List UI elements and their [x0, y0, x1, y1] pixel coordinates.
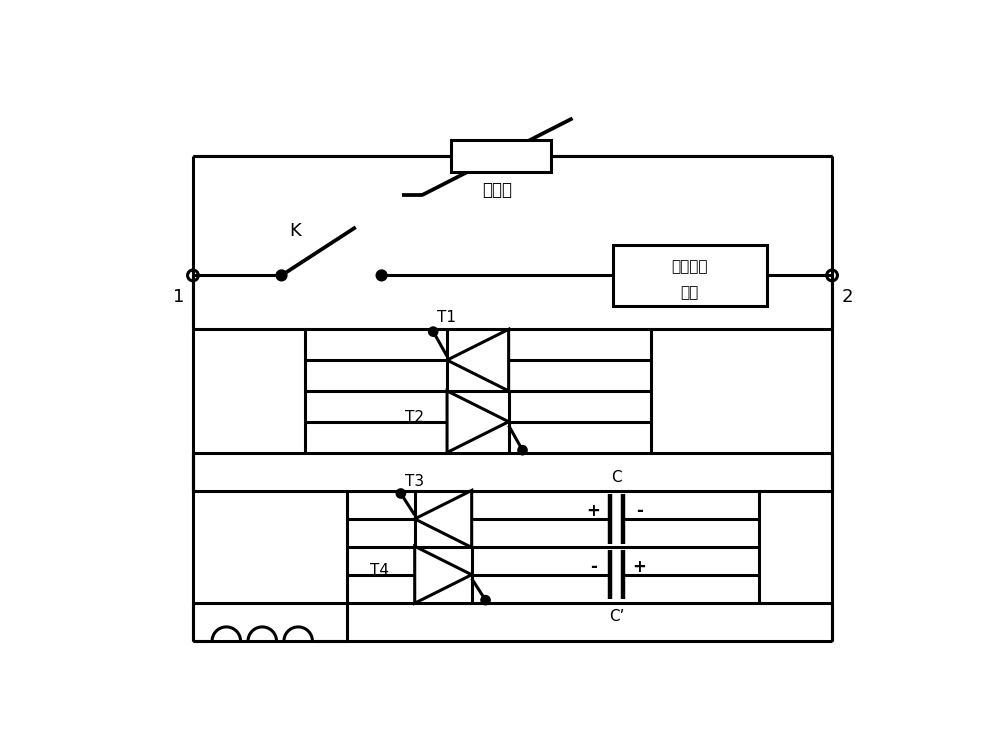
Circle shape — [518, 445, 527, 455]
Text: T4: T4 — [370, 563, 389, 578]
Polygon shape — [447, 329, 509, 391]
Text: T1: T1 — [437, 310, 456, 325]
Circle shape — [481, 596, 490, 605]
Text: K: K — [289, 222, 301, 240]
Text: +: + — [633, 558, 646, 576]
Circle shape — [429, 327, 438, 336]
Polygon shape — [415, 547, 472, 603]
Text: 避雷器: 避雷器 — [482, 181, 512, 199]
Text: -: - — [636, 502, 643, 520]
Polygon shape — [447, 391, 509, 452]
Polygon shape — [415, 491, 472, 547]
Text: C’: C’ — [609, 609, 624, 624]
Bar — [305, 329, 651, 452]
Text: C: C — [611, 470, 622, 485]
Text: T3: T3 — [405, 474, 424, 489]
Circle shape — [396, 489, 405, 498]
Text: 电流转移: 电流转移 — [671, 259, 708, 273]
Circle shape — [276, 270, 287, 281]
Text: T2: T2 — [405, 411, 424, 425]
Bar — [347, 491, 759, 602]
Text: 2: 2 — [842, 288, 853, 306]
Text: 模块: 模块 — [680, 285, 699, 300]
Circle shape — [376, 270, 387, 281]
Bar — [451, 140, 551, 172]
Bar — [613, 245, 767, 307]
Text: 1: 1 — [173, 288, 185, 306]
Text: +: + — [586, 502, 600, 520]
Text: -: - — [590, 558, 597, 576]
